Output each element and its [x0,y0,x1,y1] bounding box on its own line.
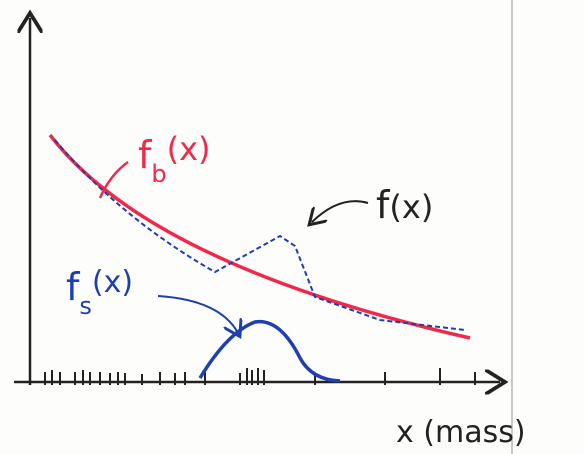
label-sub: b [151,160,166,188]
label-sub: s [79,292,92,320]
paper [0,0,584,454]
label-arg: (x) [92,265,133,300]
total-label: f(x) [376,183,433,227]
page: {"labels": { "background_fit": {"main": … [0,0,584,454]
sketch: fb(x) f(x) fs(x) x (mass) [0,0,584,454]
label-arg: (x) [389,188,433,226]
x-axis-label: x (mass) [396,415,526,450]
label-arg: (x) [167,130,211,168]
